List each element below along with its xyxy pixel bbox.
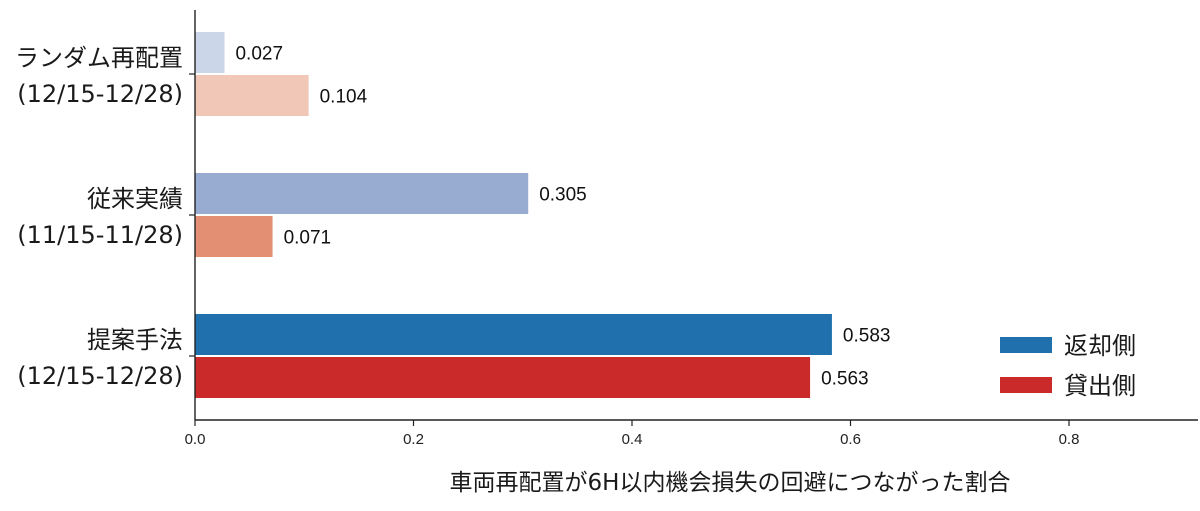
legend: 返却側 貸出側 (1000, 332, 1136, 400)
legend-label-lend: 貸出側 (1064, 372, 1136, 400)
x-ticks-layer: 0.0 0.2 0.4 0.6 0.8 (185, 73, 1080, 448)
category-label-random-period: (12/15-12/28) (17, 80, 183, 108)
value-label-proposed-return: 0.583 (843, 326, 891, 347)
bar-proposed-return (195, 314, 832, 355)
value-label-random-return: 0.027 (235, 44, 283, 65)
value-label-baseline-lend: 0.071 (284, 228, 332, 249)
x-axis-title: 車両再配置が6H以内機会損失の回避につながった割合 (450, 470, 1011, 496)
category-label-proposed-name: 提案手法 (87, 326, 183, 354)
x-tick-label-3: 0.6 (840, 431, 861, 448)
legend-swatch-lend (1000, 377, 1052, 393)
category-label-baseline-period: (11/15-11/28) (17, 221, 183, 249)
category-label-baseline-name: 従来実績 (87, 185, 183, 213)
category-labels-layer: ランダム再配置 (12/15-12/28) 従来実績 (11/15-11/28) 提案手… (15, 44, 183, 390)
bar-proposed-lend (195, 357, 811, 398)
x-tick-label-0: 0.0 (185, 431, 206, 448)
legend-swatch-return (1000, 337, 1052, 353)
category-label-random-name: ランダム再配置 (15, 44, 183, 72)
bars-layer (195, 32, 832, 398)
bar-baseline-lend (195, 216, 273, 257)
value-label-proposed-lend: 0.563 (821, 369, 869, 390)
x-tick-label-4: 0.8 (1059, 431, 1080, 448)
value-label-baseline-return: 0.305 (539, 185, 587, 206)
bar-baseline-return (195, 173, 529, 214)
bar-random-lend (195, 75, 309, 116)
x-tick-label-1: 0.2 (403, 431, 424, 448)
legend-label-return: 返却側 (1064, 332, 1136, 360)
x-tick-label-2: 0.4 (622, 431, 643, 448)
value-labels-layer: 0.027 0.104 0.305 0.071 0.583 0.563 (235, 44, 890, 390)
value-label-random-lend: 0.104 (320, 87, 368, 108)
category-label-proposed-period: (12/15-12/28) (17, 362, 183, 390)
bar-random-return (195, 32, 225, 73)
